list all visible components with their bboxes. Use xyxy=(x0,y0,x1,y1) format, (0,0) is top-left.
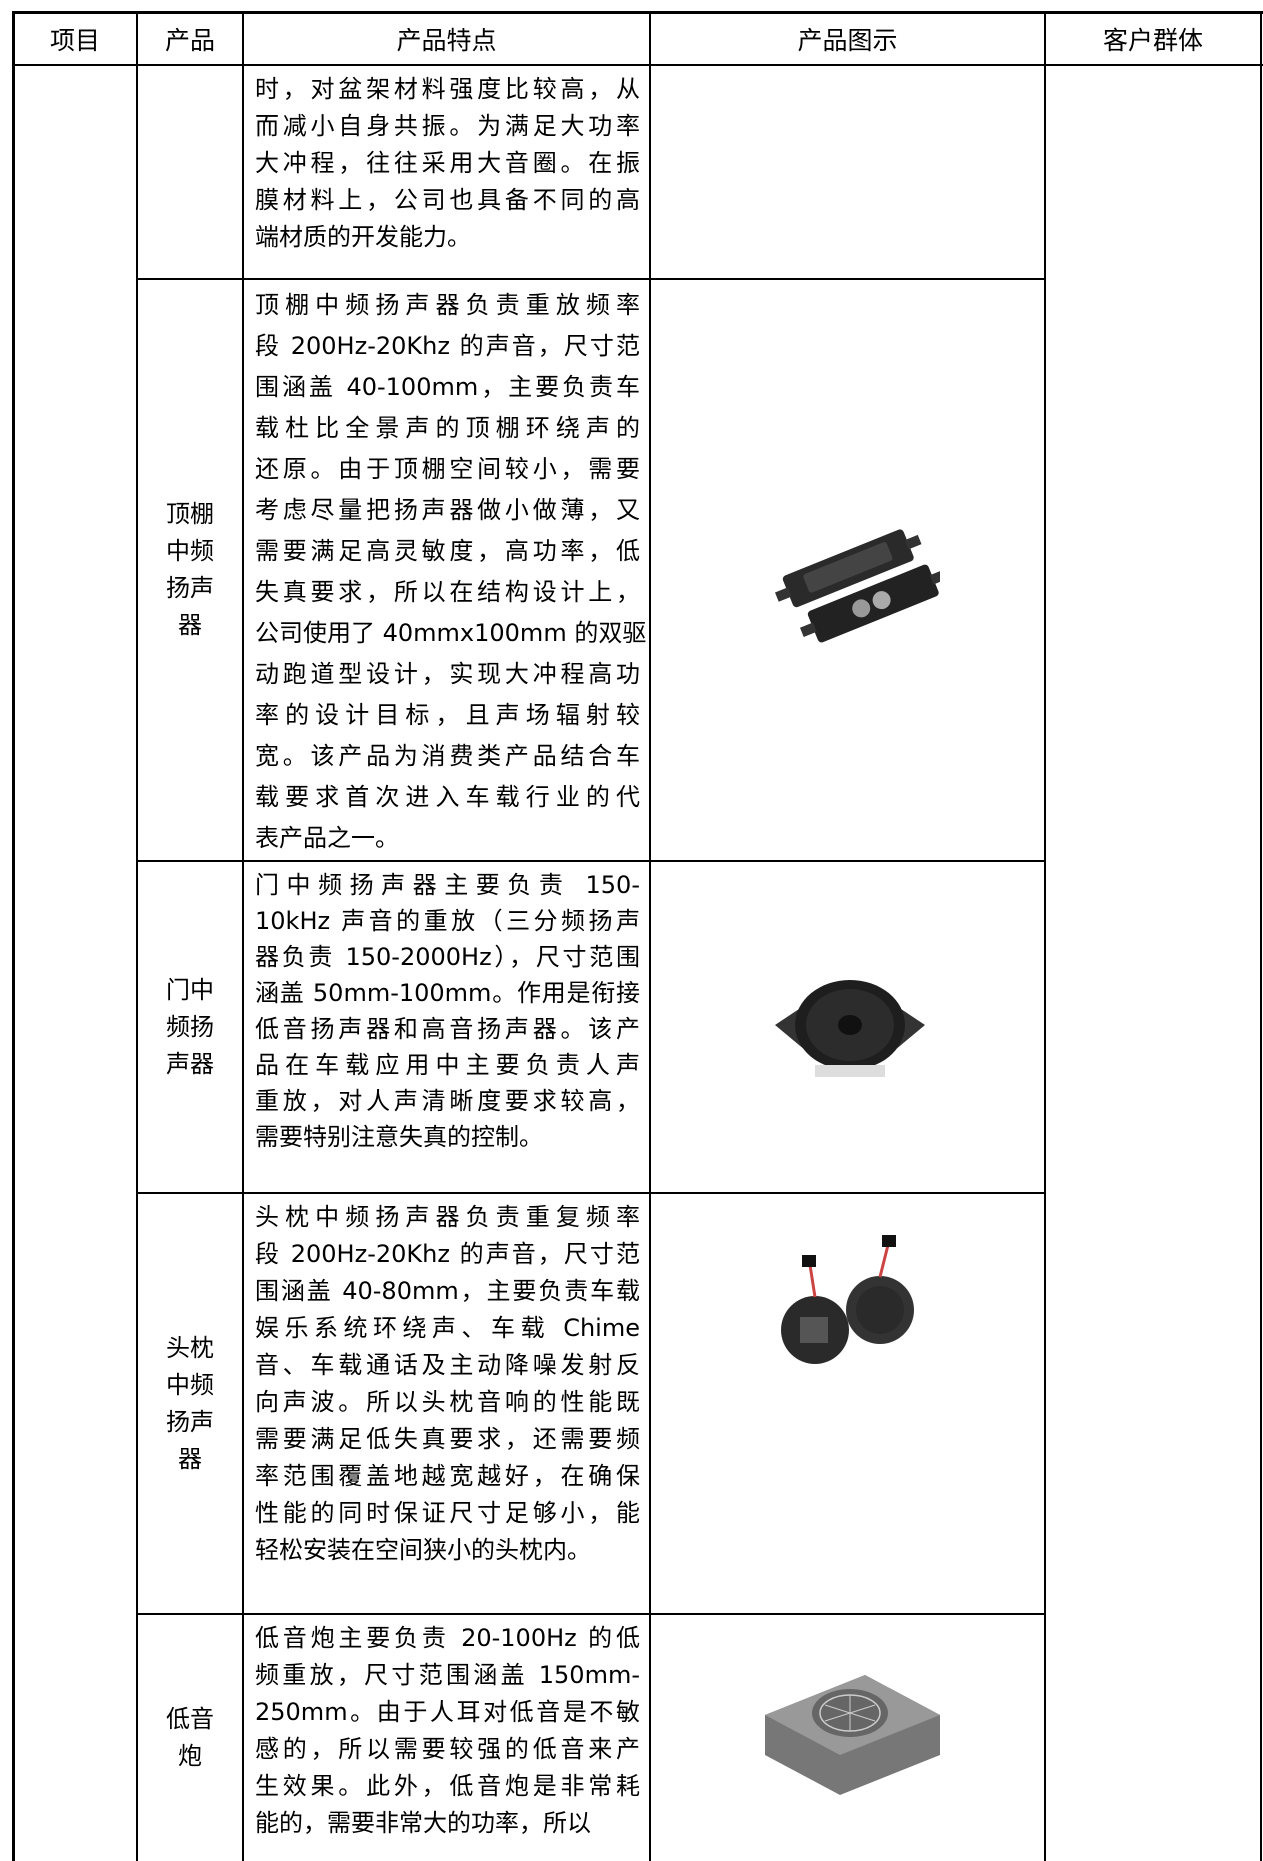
feature-cell: 低音炮主要负责 20-100Hz 的低 频重放，尺寸范围涵盖 150mm- 250m… xyxy=(255,1620,640,1842)
feature-line: 能的，需要非常大的功率，所以 xyxy=(255,1809,591,1837)
feature-line: 公司使用了 40mmx100mm 的双驱 xyxy=(255,619,647,647)
feature-line: 门中频扬声器主要负责 150- xyxy=(255,871,640,899)
feature-line: 载要求首次进入车载行业的代 xyxy=(255,783,640,811)
product-cell: 门中 频扬 声器 xyxy=(137,861,243,1193)
product-line: 顶棚 xyxy=(166,500,214,528)
feature-line: 器负责 150-2000Hz），尺寸范围 xyxy=(255,943,640,971)
border-line xyxy=(137,1192,1045,1194)
feature-line: 低音扬声器和高音扬声器。该产 xyxy=(255,1015,640,1043)
header-cell: 产品 xyxy=(164,26,215,55)
product-line: 中频 xyxy=(166,1370,214,1399)
feature-line: 围涵盖 40-80mm，主要负责车载 xyxy=(255,1277,640,1305)
feature-line: 轻松安装在空间狭小的头枕内。 xyxy=(255,1536,591,1564)
product-line: 器 xyxy=(178,611,202,639)
feature-line: 250mm。由于人耳对低音是不敏 xyxy=(255,1698,640,1726)
feature-line: 而减小自身共振。为满足大功率 xyxy=(255,112,640,140)
border-line xyxy=(1260,11,1262,1861)
header-cell: 产品图示 xyxy=(797,26,898,55)
feature-line: 围涵盖 40-100mm，主要负责车 xyxy=(255,373,640,401)
header-cell: 项目 xyxy=(49,26,100,55)
feature-line: 头枕中频扬声器负责重复频率 xyxy=(255,1203,640,1231)
door-speaker-image xyxy=(775,980,925,1077)
ceiling-speaker-image xyxy=(774,529,940,643)
feature-cell: 顶棚中频扬声器负责重放频率段 200Hz-20Khz 的声音，尺寸范 围涵盖 40… xyxy=(255,285,647,859)
feature-line: 载杜比全景声的顶棚环绕声的 xyxy=(255,414,640,442)
feature-line: 生效果。此外，低音炮是非常耗 xyxy=(255,1772,640,1800)
feature-line: 率范围覆盖地越宽越好，在确保 xyxy=(255,1462,640,1490)
feature-line: 失真要求，所以在结构设计上， xyxy=(255,578,640,606)
product-line: 扬声 xyxy=(166,1407,214,1436)
feature-line: 频重放，尺寸范围涵盖 150mm- xyxy=(255,1661,640,1689)
product-cell: 头枕 中频 扬声器 xyxy=(137,1193,243,1614)
feature-line: 低音炮主要负责 20-100Hz 的低 xyxy=(255,1624,640,1652)
feature-line: 时，对盆架材料强度比较高，从 xyxy=(255,75,640,103)
product-line: 头枕 xyxy=(166,1333,214,1362)
feature-line: 段 200Hz-20Khz 的声音，尺寸范 xyxy=(255,332,640,360)
feature-line: 宽。该产品为消费类产品结合车 xyxy=(255,742,640,770)
feature-line: 涵盖 50mm-100mm。作用是衔接 xyxy=(255,979,640,1007)
feature-line: 顶棚中频扬声器负责重放频率 xyxy=(255,291,640,319)
border-line xyxy=(242,11,244,1861)
border-line xyxy=(136,11,138,1861)
feature-line: 段 200Hz-20Khz 的声音，尺寸范 xyxy=(255,1240,640,1268)
feature-cell: 时，对盆架材料强度比较高，从 而减小自身共振。为满足大功率 大冲程，往往采用大音圈。… xyxy=(255,71,640,256)
border-line xyxy=(13,64,1263,66)
product-line: 频扬 xyxy=(166,1012,214,1041)
feature-line: 膜材料上，公司也具备不同的高 xyxy=(255,186,640,214)
feature-line: 重放，对人声清晰度要求较高， xyxy=(255,1087,640,1115)
border-line xyxy=(137,860,1045,862)
border-line xyxy=(137,278,1045,280)
feature-cell: 门中频扬声器主要负责 150- 10kHz 声音的重放（三分频扬声 器负责 150-… xyxy=(255,867,640,1155)
feature-line: 音、车载通话及主动降噪发射反 xyxy=(255,1351,640,1379)
feature-line: 考虑尽量把扬声器做小做薄，又 xyxy=(255,496,640,524)
product-line: 器 xyxy=(178,1444,202,1473)
border-line xyxy=(12,11,15,1861)
feature-cell: 头枕中频扬声器负责重复频率段 200Hz-20Khz 的声音，尺寸范 围涵盖 40… xyxy=(255,1199,640,1569)
feature-line: 性能的同时保证尺寸足够小，能 xyxy=(255,1499,640,1527)
product-line: 炮 xyxy=(178,1741,202,1770)
header-cell: 客户群体 xyxy=(1102,26,1203,55)
feature-line: 娱乐系统环绕声、车载 Chime xyxy=(255,1314,640,1342)
product-cell: 顶棚 中频 扬声器 xyxy=(137,279,243,861)
feature-line: 还原。由于顶棚空间较小，需要 xyxy=(255,455,640,483)
product-line: 低音 xyxy=(166,1704,214,1733)
product-cell: 低音炮 xyxy=(137,1614,243,1861)
feature-line: 表产品之一。 xyxy=(255,824,399,852)
headrest-speaker-image xyxy=(781,1235,914,1364)
border-line xyxy=(137,1613,1045,1615)
feature-line: 品在车载应用中主要负责人声 xyxy=(255,1051,640,1079)
header-cell: 产品特点 xyxy=(396,26,497,55)
feature-line: 动跑道型设计，实现大冲程高功 xyxy=(255,660,640,688)
border-line xyxy=(1044,11,1046,1861)
product-line: 扬声 xyxy=(166,574,214,602)
border-line xyxy=(649,11,651,1861)
feature-line: 大冲程，往往采用大音圈。在振 xyxy=(255,149,640,177)
feature-line: 10kHz 声音的重放（三分频扬声 xyxy=(255,907,640,935)
feature-line: 感的，所以需要较强的低音来产 xyxy=(255,1735,640,1763)
product-line: 门中 xyxy=(166,975,214,1004)
feature-line: 需要特别注意失真的控制。 xyxy=(255,1123,543,1151)
border-line xyxy=(13,11,1263,14)
feature-line: 率的设计目标，且声场辐射较 xyxy=(255,701,640,729)
subwoofer-image xyxy=(765,1675,940,1795)
feature-line: 需要满足高灵敏度，高功率，低 xyxy=(255,537,640,565)
feature-line: 向声波。所以头枕音响的性能既 xyxy=(255,1388,640,1416)
feature-line: 需要满足低失真要求，还需要频 xyxy=(255,1425,640,1453)
product-line: 中频 xyxy=(166,537,214,565)
product-line: 声器 xyxy=(166,1049,214,1078)
feature-line: 端材质的开发能力。 xyxy=(255,223,471,251)
